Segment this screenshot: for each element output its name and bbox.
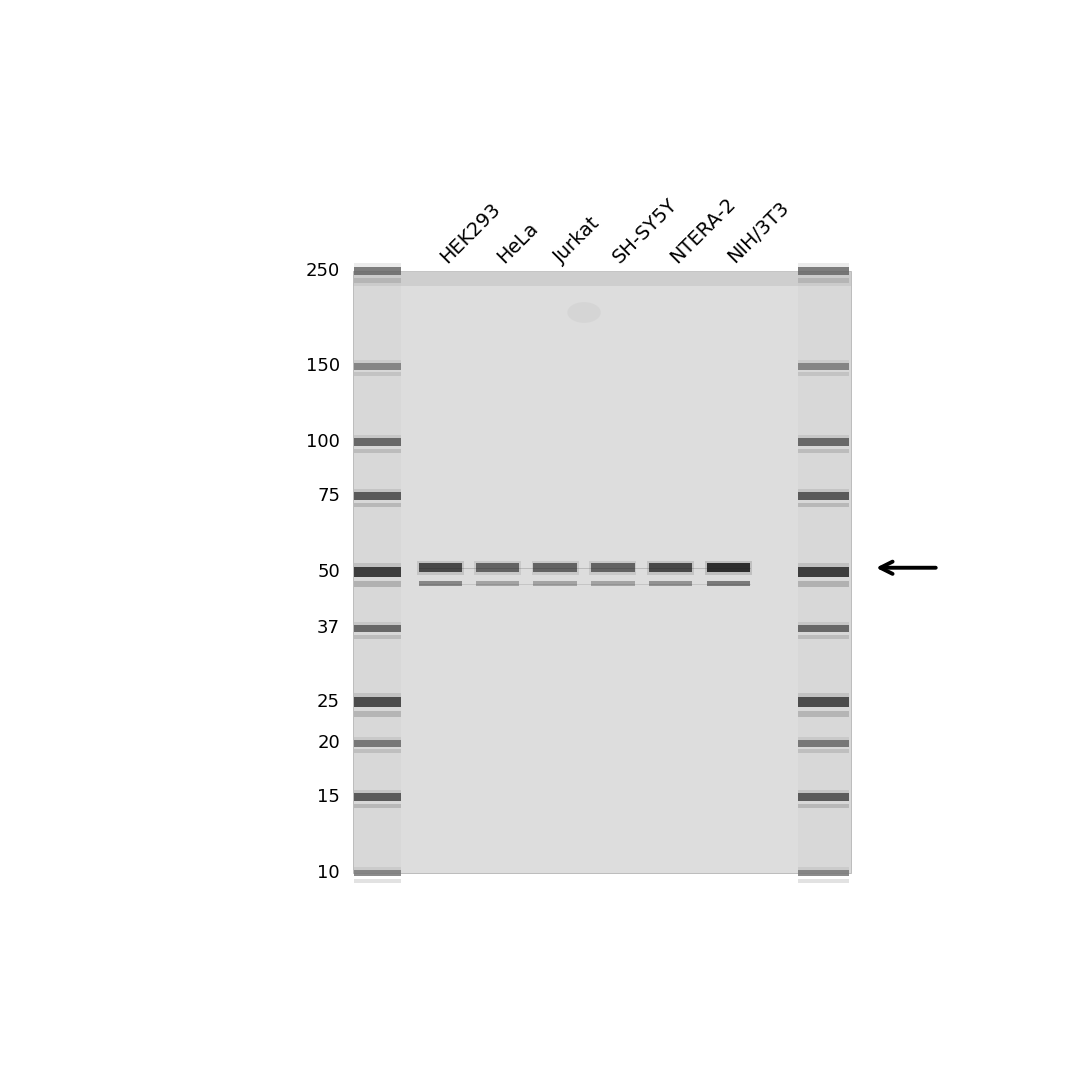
Bar (798, 711, 849, 716)
Bar (798, 625, 849, 632)
Bar (798, 791, 849, 793)
Bar (354, 693, 401, 697)
Bar (798, 360, 849, 363)
Text: 50: 50 (318, 563, 340, 581)
Bar (798, 622, 849, 625)
Bar (531, 561, 579, 575)
Text: 25: 25 (318, 693, 340, 711)
Bar (798, 634, 849, 640)
Bar (354, 749, 401, 753)
Bar (647, 561, 694, 575)
Bar (798, 870, 849, 876)
Bar (798, 492, 849, 500)
Bar (649, 563, 692, 572)
Text: 100: 100 (307, 433, 340, 451)
Bar (354, 634, 401, 640)
Bar (354, 563, 401, 566)
Bar (354, 363, 401, 370)
Bar (534, 581, 577, 587)
Bar (401, 271, 798, 873)
Bar (352, 271, 851, 873)
Bar (798, 697, 849, 707)
Bar (475, 563, 519, 572)
Text: HeLa: HeLa (494, 218, 541, 267)
Bar (475, 581, 519, 587)
Bar (354, 489, 401, 492)
Text: 75: 75 (318, 487, 340, 505)
Bar (706, 581, 751, 587)
Bar (354, 581, 401, 587)
Bar (798, 793, 849, 801)
Bar (354, 868, 401, 870)
Bar (354, 438, 401, 446)
Bar (354, 737, 401, 740)
Text: 150: 150 (306, 357, 340, 375)
Bar (354, 436, 401, 438)
Bar (419, 563, 462, 572)
Bar (798, 278, 849, 283)
Bar (354, 267, 401, 275)
Bar (354, 804, 401, 808)
Bar (354, 372, 401, 377)
Bar (354, 793, 401, 801)
Bar (417, 561, 464, 575)
Bar (354, 278, 401, 283)
Bar (649, 581, 692, 587)
Bar (354, 622, 401, 625)
Bar (354, 870, 401, 876)
Bar (354, 263, 401, 267)
Bar (354, 791, 401, 793)
Bar (798, 749, 849, 753)
Bar (798, 737, 849, 740)
Bar (706, 563, 751, 572)
Bar (354, 740, 401, 747)
Bar (798, 438, 849, 446)
Bar (798, 740, 849, 747)
Bar (798, 868, 849, 870)
Bar (354, 566, 401, 577)
Ellipse shape (567, 302, 600, 323)
Text: Jurkat: Jurkat (551, 214, 605, 267)
Bar (798, 363, 849, 370)
Text: 15: 15 (318, 788, 340, 806)
Bar (798, 804, 849, 808)
Bar (591, 581, 635, 587)
Bar (591, 563, 635, 572)
Bar (798, 267, 849, 275)
Bar (354, 625, 401, 632)
Bar (798, 566, 849, 577)
Bar (352, 271, 851, 286)
Bar (798, 263, 849, 267)
Bar (798, 489, 849, 492)
Bar (705, 561, 752, 575)
Bar (474, 561, 521, 575)
Bar (798, 581, 849, 587)
Bar (354, 449, 401, 453)
Text: 10: 10 (318, 864, 340, 882)
Bar (798, 879, 849, 883)
Text: SH-SY5Y: SH-SY5Y (609, 194, 680, 267)
Bar (798, 503, 849, 507)
Bar (798, 449, 849, 453)
Text: 37: 37 (318, 619, 340, 638)
Bar (590, 561, 636, 575)
Bar (419, 581, 462, 587)
Text: NIH/3T3: NIH/3T3 (725, 197, 793, 267)
Text: HEK293: HEK293 (436, 199, 504, 267)
Bar (534, 563, 577, 572)
Text: 20: 20 (318, 735, 340, 752)
Bar (354, 360, 401, 363)
Bar (354, 492, 401, 500)
Bar (798, 372, 849, 377)
Bar (798, 563, 849, 566)
Bar (354, 503, 401, 507)
Text: NTERA-2: NTERA-2 (666, 194, 740, 267)
Bar (354, 879, 401, 883)
Bar (354, 697, 401, 707)
Bar (798, 693, 849, 697)
Bar (798, 436, 849, 438)
Bar (354, 711, 401, 716)
Text: 250: 250 (306, 262, 340, 279)
